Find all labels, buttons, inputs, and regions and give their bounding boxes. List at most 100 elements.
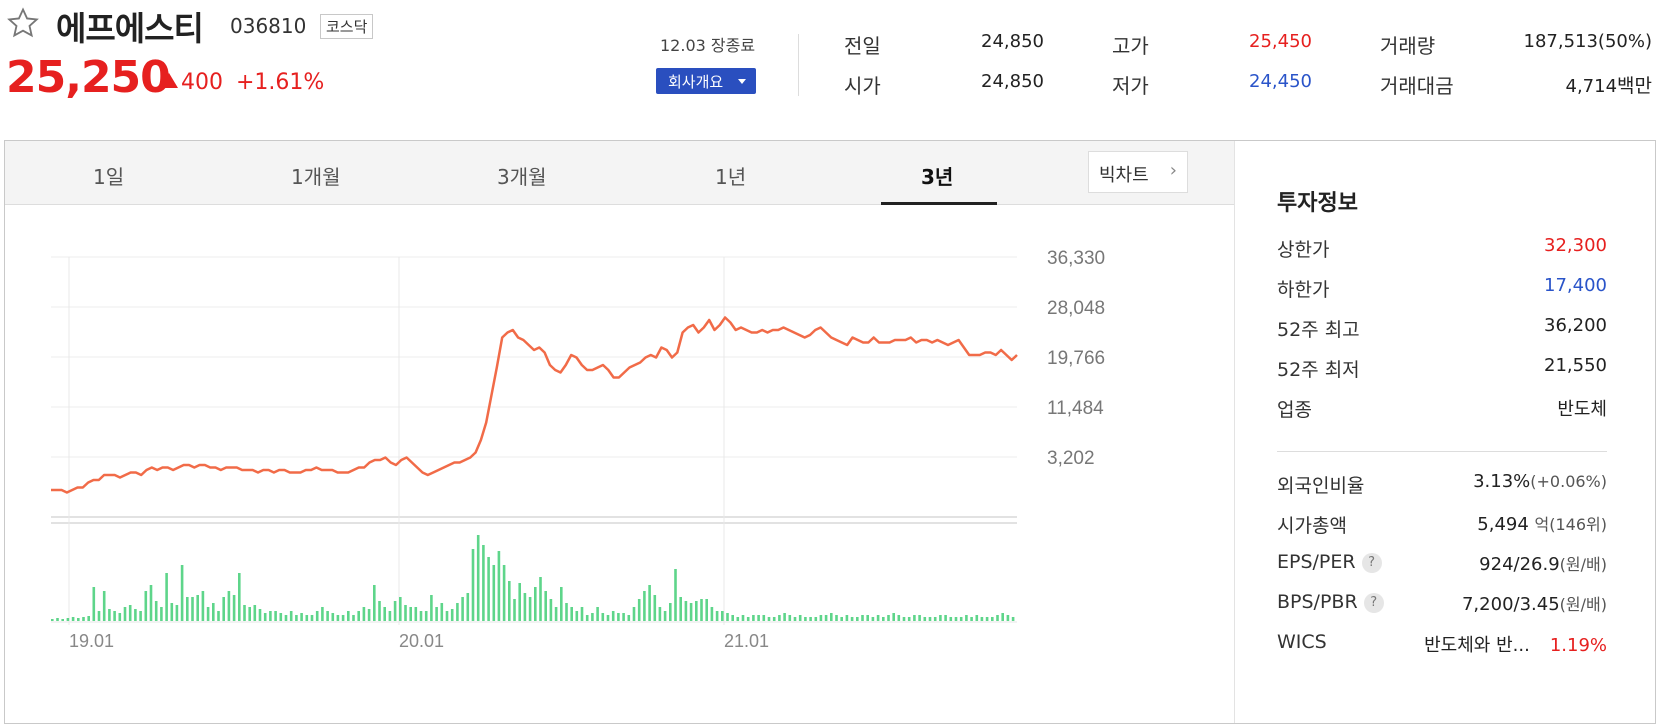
favorite-star-icon[interactable] — [6, 6, 40, 40]
volume-bar — [700, 599, 703, 621]
help-icon[interactable]: ? — [1363, 593, 1384, 613]
tab-1y[interactable]: 1년 — [715, 165, 747, 189]
volume-bar — [378, 601, 381, 621]
volume-bar — [554, 607, 558, 621]
eps-per-value: 924/26.9(원/배) — [1479, 551, 1607, 575]
volume-bar — [336, 615, 340, 621]
foreign-ratio-label: 외국인비율 — [1277, 475, 1365, 497]
volume-bar — [450, 609, 454, 621]
52w-high-row: 52주 최고 36,200 — [1277, 315, 1607, 345]
volume-bar — [77, 618, 80, 621]
high-label: 고가 — [1112, 34, 1149, 58]
foreign-ratio-number: 3.13% — [1473, 471, 1531, 492]
volume-bar — [149, 585, 153, 621]
big-chart-button[interactable]: 빅차트 › — [1088, 151, 1188, 193]
low-label: 저가 — [1112, 74, 1149, 98]
volume-bar — [461, 597, 464, 621]
volume-bar — [658, 607, 662, 621]
price-chart[interactable]: 36,330 28,048 19,766 11,484 3,202 19.01 20.01 2… — [5, 205, 1234, 725]
volume-bar — [102, 591, 106, 621]
volume-bar — [819, 615, 823, 621]
volume-bar — [850, 617, 854, 621]
tab-1m[interactable]: 1개월 — [291, 165, 341, 189]
volume-bar — [212, 603, 215, 621]
industry-row: 업종 반도체 — [1277, 395, 1607, 425]
trade-amount-number: 4,714 — [1565, 76, 1618, 97]
lower-limit-value: 17,400 — [1544, 275, 1607, 296]
volume-bar — [352, 615, 355, 621]
price-change-percent: +1.61% — [236, 70, 325, 95]
bps-pbr-label-text: BPS/PBR — [1277, 591, 1358, 613]
volume-bar — [263, 613, 267, 621]
volume-bar — [902, 617, 906, 621]
volume-bar — [393, 601, 397, 621]
volume-bar — [627, 615, 631, 621]
volume-bar — [269, 611, 272, 621]
wics-value: 반도체와 반... 1.19% — [1424, 631, 1607, 657]
volume-bar — [144, 591, 148, 621]
volume-bar — [456, 603, 459, 621]
volume-bar — [856, 617, 859, 621]
volume-bar — [746, 617, 750, 621]
volume-bar — [695, 601, 698, 621]
trade-amount-value: 4,714백만 — [1490, 71, 1653, 98]
volume-bar — [757, 615, 760, 621]
volume-bar — [788, 615, 792, 621]
volume-bar — [954, 617, 958, 621]
x-tick-label: 20.01 — [399, 631, 444, 651]
volume-bar — [882, 617, 885, 621]
volume-bar — [892, 613, 895, 621]
volume-bar — [897, 615, 901, 621]
volume-bar — [279, 613, 283, 621]
volume-bar — [560, 587, 563, 621]
volume-bar — [118, 613, 122, 621]
volume-bar — [648, 585, 651, 621]
volume-bar — [419, 611, 423, 621]
chevron-right-icon: › — [1169, 160, 1177, 181]
bps-pbr-label: BPS/PBR? — [1277, 591, 1384, 613]
volume-bar — [165, 573, 168, 621]
lower-limit-label: 하한가 — [1277, 279, 1330, 301]
volume-bar — [565, 603, 568, 621]
volume-bar — [274, 611, 277, 621]
volume-bar — [66, 618, 70, 621]
volume-bar — [82, 617, 85, 621]
volume-bar — [373, 585, 376, 621]
volume-bar — [741, 615, 745, 621]
lower-limit-row: 하한가 17,400 — [1277, 275, 1607, 305]
volume-bar — [866, 615, 869, 621]
volume-bar — [284, 615, 288, 621]
volume-bar — [341, 615, 345, 621]
help-icon[interactable]: ? — [1361, 553, 1382, 573]
wics-sector[interactable]: 반도체와 반... — [1424, 635, 1530, 656]
volume-bar — [435, 607, 438, 621]
52w-high-label: 52주 최고 — [1277, 319, 1360, 341]
tab-3m[interactable]: 3개월 — [497, 165, 547, 189]
volume-bar — [87, 616, 90, 621]
y-tick-label: 11,484 — [1047, 398, 1104, 419]
tab-3y[interactable]: 3년 — [921, 165, 954, 189]
volume-bar — [871, 617, 875, 621]
prev-close-value: 24,850 — [981, 31, 1044, 52]
eps-per-unit: (원/배) — [1559, 555, 1607, 574]
volume-bar — [97, 611, 101, 621]
volume-bar — [383, 607, 386, 621]
volume-bar — [637, 599, 641, 621]
prev-close-label: 전일 — [844, 34, 881, 58]
volume-bar — [227, 591, 231, 621]
big-chart-label: 빅차트 — [1099, 165, 1149, 186]
bps-pbr-row: BPS/PBR? 7,200/3.45(원/배) — [1277, 591, 1607, 621]
up-arrow-icon — [160, 73, 178, 88]
volume-bar — [980, 617, 984, 621]
period-tab-bar: 1일 1개월 3개월 1년 3년 빅차트 › — [5, 141, 1234, 205]
volume-bar — [430, 595, 433, 621]
company-info-button[interactable]: 회사개요 — [656, 68, 756, 94]
volume-bar — [492, 565, 496, 621]
volume-bar — [887, 615, 890, 621]
volume-bar — [622, 613, 625, 621]
volume-bar — [617, 613, 620, 621]
tab-1d[interactable]: 1일 — [93, 165, 125, 189]
volume-bar — [1001, 613, 1004, 621]
volume-bar — [289, 611, 293, 621]
volume-bar — [497, 551, 501, 621]
